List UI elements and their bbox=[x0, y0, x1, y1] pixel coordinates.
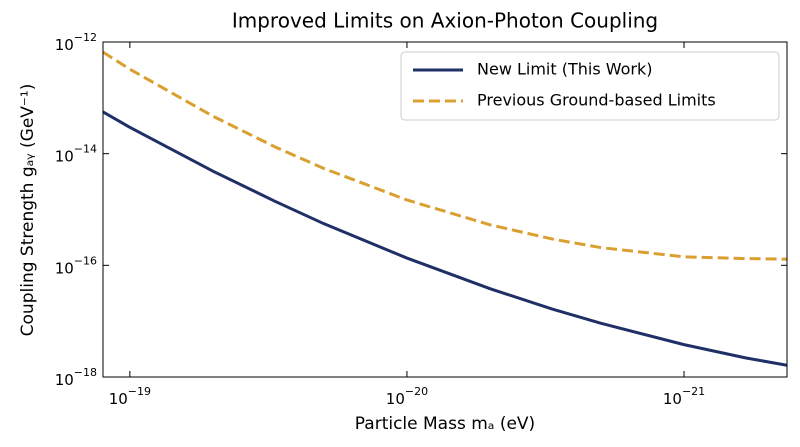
legend-box bbox=[400, 51, 780, 121]
x-axis-label: Particle Mass mₐ (eV) bbox=[355, 414, 535, 434]
y-tick-label: 10−18 bbox=[55, 366, 97, 389]
y-axis-label: Coupling Strength gₐᵧ (GeV⁻¹) bbox=[18, 84, 38, 337]
x-tick-label: 10−21 bbox=[663, 385, 705, 408]
y-tick-label: 10−16 bbox=[55, 254, 97, 277]
legend-label: Previous Ground-based Limits bbox=[477, 91, 716, 110]
plot-frame bbox=[102, 41, 788, 378]
x-tick-label: 10−19 bbox=[109, 385, 151, 408]
series-line bbox=[103, 110, 787, 367]
series-line bbox=[103, 50, 787, 261]
chart-title: Improved Limits on Axion-Photon Coupling bbox=[232, 9, 658, 33]
y-tick-label: 10−12 bbox=[55, 31, 97, 54]
legend-label: New Limit (This Work) bbox=[477, 60, 653, 79]
x-tick-label: 10−20 bbox=[386, 385, 428, 408]
y-tick-label: 10−14 bbox=[55, 143, 97, 166]
